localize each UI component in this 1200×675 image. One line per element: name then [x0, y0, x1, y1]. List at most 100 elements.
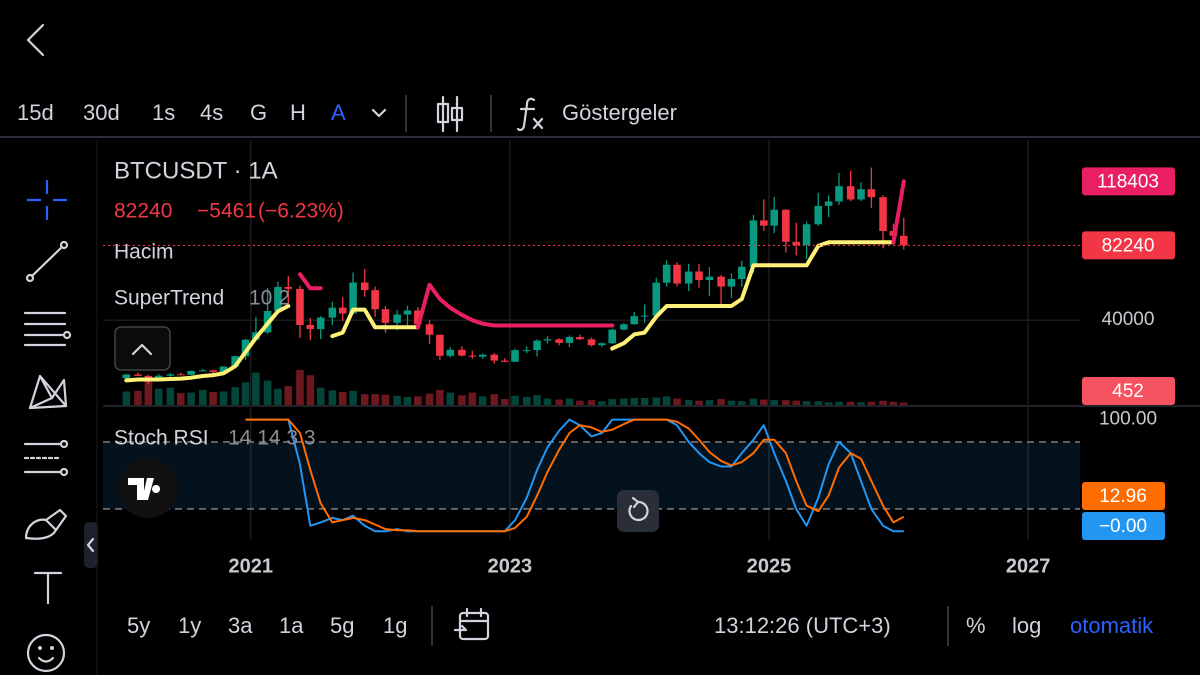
collapse-arrow	[86, 537, 95, 553]
candle-body	[533, 340, 541, 351]
parallel-lines-tool[interactable]	[23, 311, 72, 347]
volume-bar	[349, 390, 357, 405]
volume-bar	[673, 398, 681, 405]
volume-bar	[846, 401, 855, 405]
candle-body	[760, 220, 768, 226]
stoch-badge: 12.96	[1099, 486, 1147, 507]
candle-body	[134, 374, 142, 376]
candle-body	[371, 290, 379, 310]
candle-body	[640, 315, 649, 317]
supertrend-params: 10 2	[249, 287, 290, 310]
volume-bar	[219, 391, 228, 405]
volume-legend[interactable]: Hacim	[114, 241, 174, 264]
interval[interactable]: 15d	[17, 100, 54, 125]
candle-body	[738, 266, 746, 279]
candle-body	[360, 282, 369, 291]
candle-body	[209, 370, 217, 372]
x-tick-label: 2025	[747, 555, 792, 577]
interval[interactable]: 4s	[200, 100, 223, 125]
chart-type-button[interactable]	[436, 95, 464, 133]
interval[interactable]: 30d	[83, 100, 120, 125]
back-button[interactable]	[26, 23, 45, 57]
volume-bar	[814, 401, 823, 405]
range[interactable]: 1a	[279, 613, 304, 638]
volume-bar	[587, 400, 596, 405]
interval[interactable]: G	[250, 100, 267, 125]
collapse-tools[interactable]	[84, 522, 98, 568]
x-tick-label: 2021	[228, 555, 273, 577]
auto-toggle[interactable]: otomatik	[1070, 613, 1154, 638]
interval-selected[interactable]: A	[331, 100, 346, 125]
more-intervals[interactable]	[371, 108, 387, 118]
text-tool[interactable]	[33, 571, 63, 605]
candle-body	[316, 317, 325, 330]
tradingview-logo[interactable]	[118, 458, 178, 518]
goto-date[interactable]	[453, 607, 490, 641]
x-tick-label: 2023	[488, 555, 533, 577]
volume-bar	[241, 382, 250, 405]
supertrend-up	[124, 240, 896, 383]
symbol: BTCUSDT · 1A	[114, 157, 278, 184]
interval[interactable]: 1s	[152, 100, 175, 125]
emoji-tool[interactable]	[26, 633, 66, 673]
candle-body	[555, 339, 563, 343]
candle-body	[381, 309, 390, 323]
volume-bar	[306, 375, 315, 405]
range[interactable]: 5g	[330, 613, 354, 638]
candle-body	[284, 286, 293, 289]
range[interactable]: 3a	[228, 613, 253, 638]
supertrend-legend[interactable]: SuperTrend	[114, 287, 224, 310]
reset-button[interactable]	[617, 490, 659, 532]
band-fill	[103, 441, 1080, 509]
plot: 2021 2023 2025 2027 40000 82240 118403 452 100.0…	[103, 140, 1200, 577]
volume-bar	[770, 400, 778, 405]
range[interactable]: 1y	[178, 613, 201, 638]
indicators-button[interactable]: Göstergeler	[562, 100, 677, 125]
volume-bar	[705, 400, 714, 405]
volume-bar	[425, 393, 434, 405]
last-price-badge-bg	[1082, 231, 1175, 260]
candle-body	[511, 350, 519, 362]
candle-body	[770, 209, 778, 226]
candle-body	[490, 354, 499, 361]
volume-bar	[533, 395, 541, 405]
candle-body	[673, 264, 681, 284]
trend-line-tool[interactable]	[25, 240, 69, 283]
range[interactable]: 1g	[383, 613, 407, 638]
stoch-legend[interactable]: Stoch RSI	[114, 427, 209, 450]
candle-body	[231, 356, 239, 367]
candle-body	[296, 288, 304, 325]
indicators-icon[interactable]	[516, 97, 544, 132]
pattern-tool[interactable]	[28, 374, 68, 410]
candle-body	[576, 337, 584, 340]
supertrend-badge: 118403	[1097, 171, 1159, 192]
candle-body	[662, 264, 671, 283]
volume-bar	[436, 389, 444, 405]
range[interactable]: 5y	[127, 613, 150, 638]
percent-toggle[interactable]: %	[966, 613, 986, 638]
candle-body	[500, 360, 509, 362]
candle-body	[879, 197, 887, 231]
volume-bar	[296, 369, 304, 405]
volume-bar	[749, 398, 758, 405]
volume-bar	[134, 390, 142, 405]
volume-bar	[316, 387, 325, 405]
candle-body	[598, 343, 606, 346]
legend-collapse[interactable]	[114, 326, 171, 371]
stoch-line	[245, 418, 905, 533]
volume-bar	[381, 394, 390, 405]
candle-body	[198, 370, 207, 372]
stoch-badge-bg	[1082, 482, 1165, 510]
volume-bar	[403, 396, 412, 405]
log-toggle[interactable]: log	[1012, 613, 1041, 638]
candle-body	[802, 224, 811, 245]
volume-bar	[328, 390, 337, 405]
crosshair-tool[interactable]	[27, 180, 67, 220]
interval[interactable]: H	[290, 100, 306, 125]
brush-tool[interactable]	[24, 508, 68, 540]
fib-tool[interactable]	[23, 439, 69, 477]
volume-bar	[782, 400, 790, 405]
volume-badge: 452	[1112, 381, 1144, 402]
